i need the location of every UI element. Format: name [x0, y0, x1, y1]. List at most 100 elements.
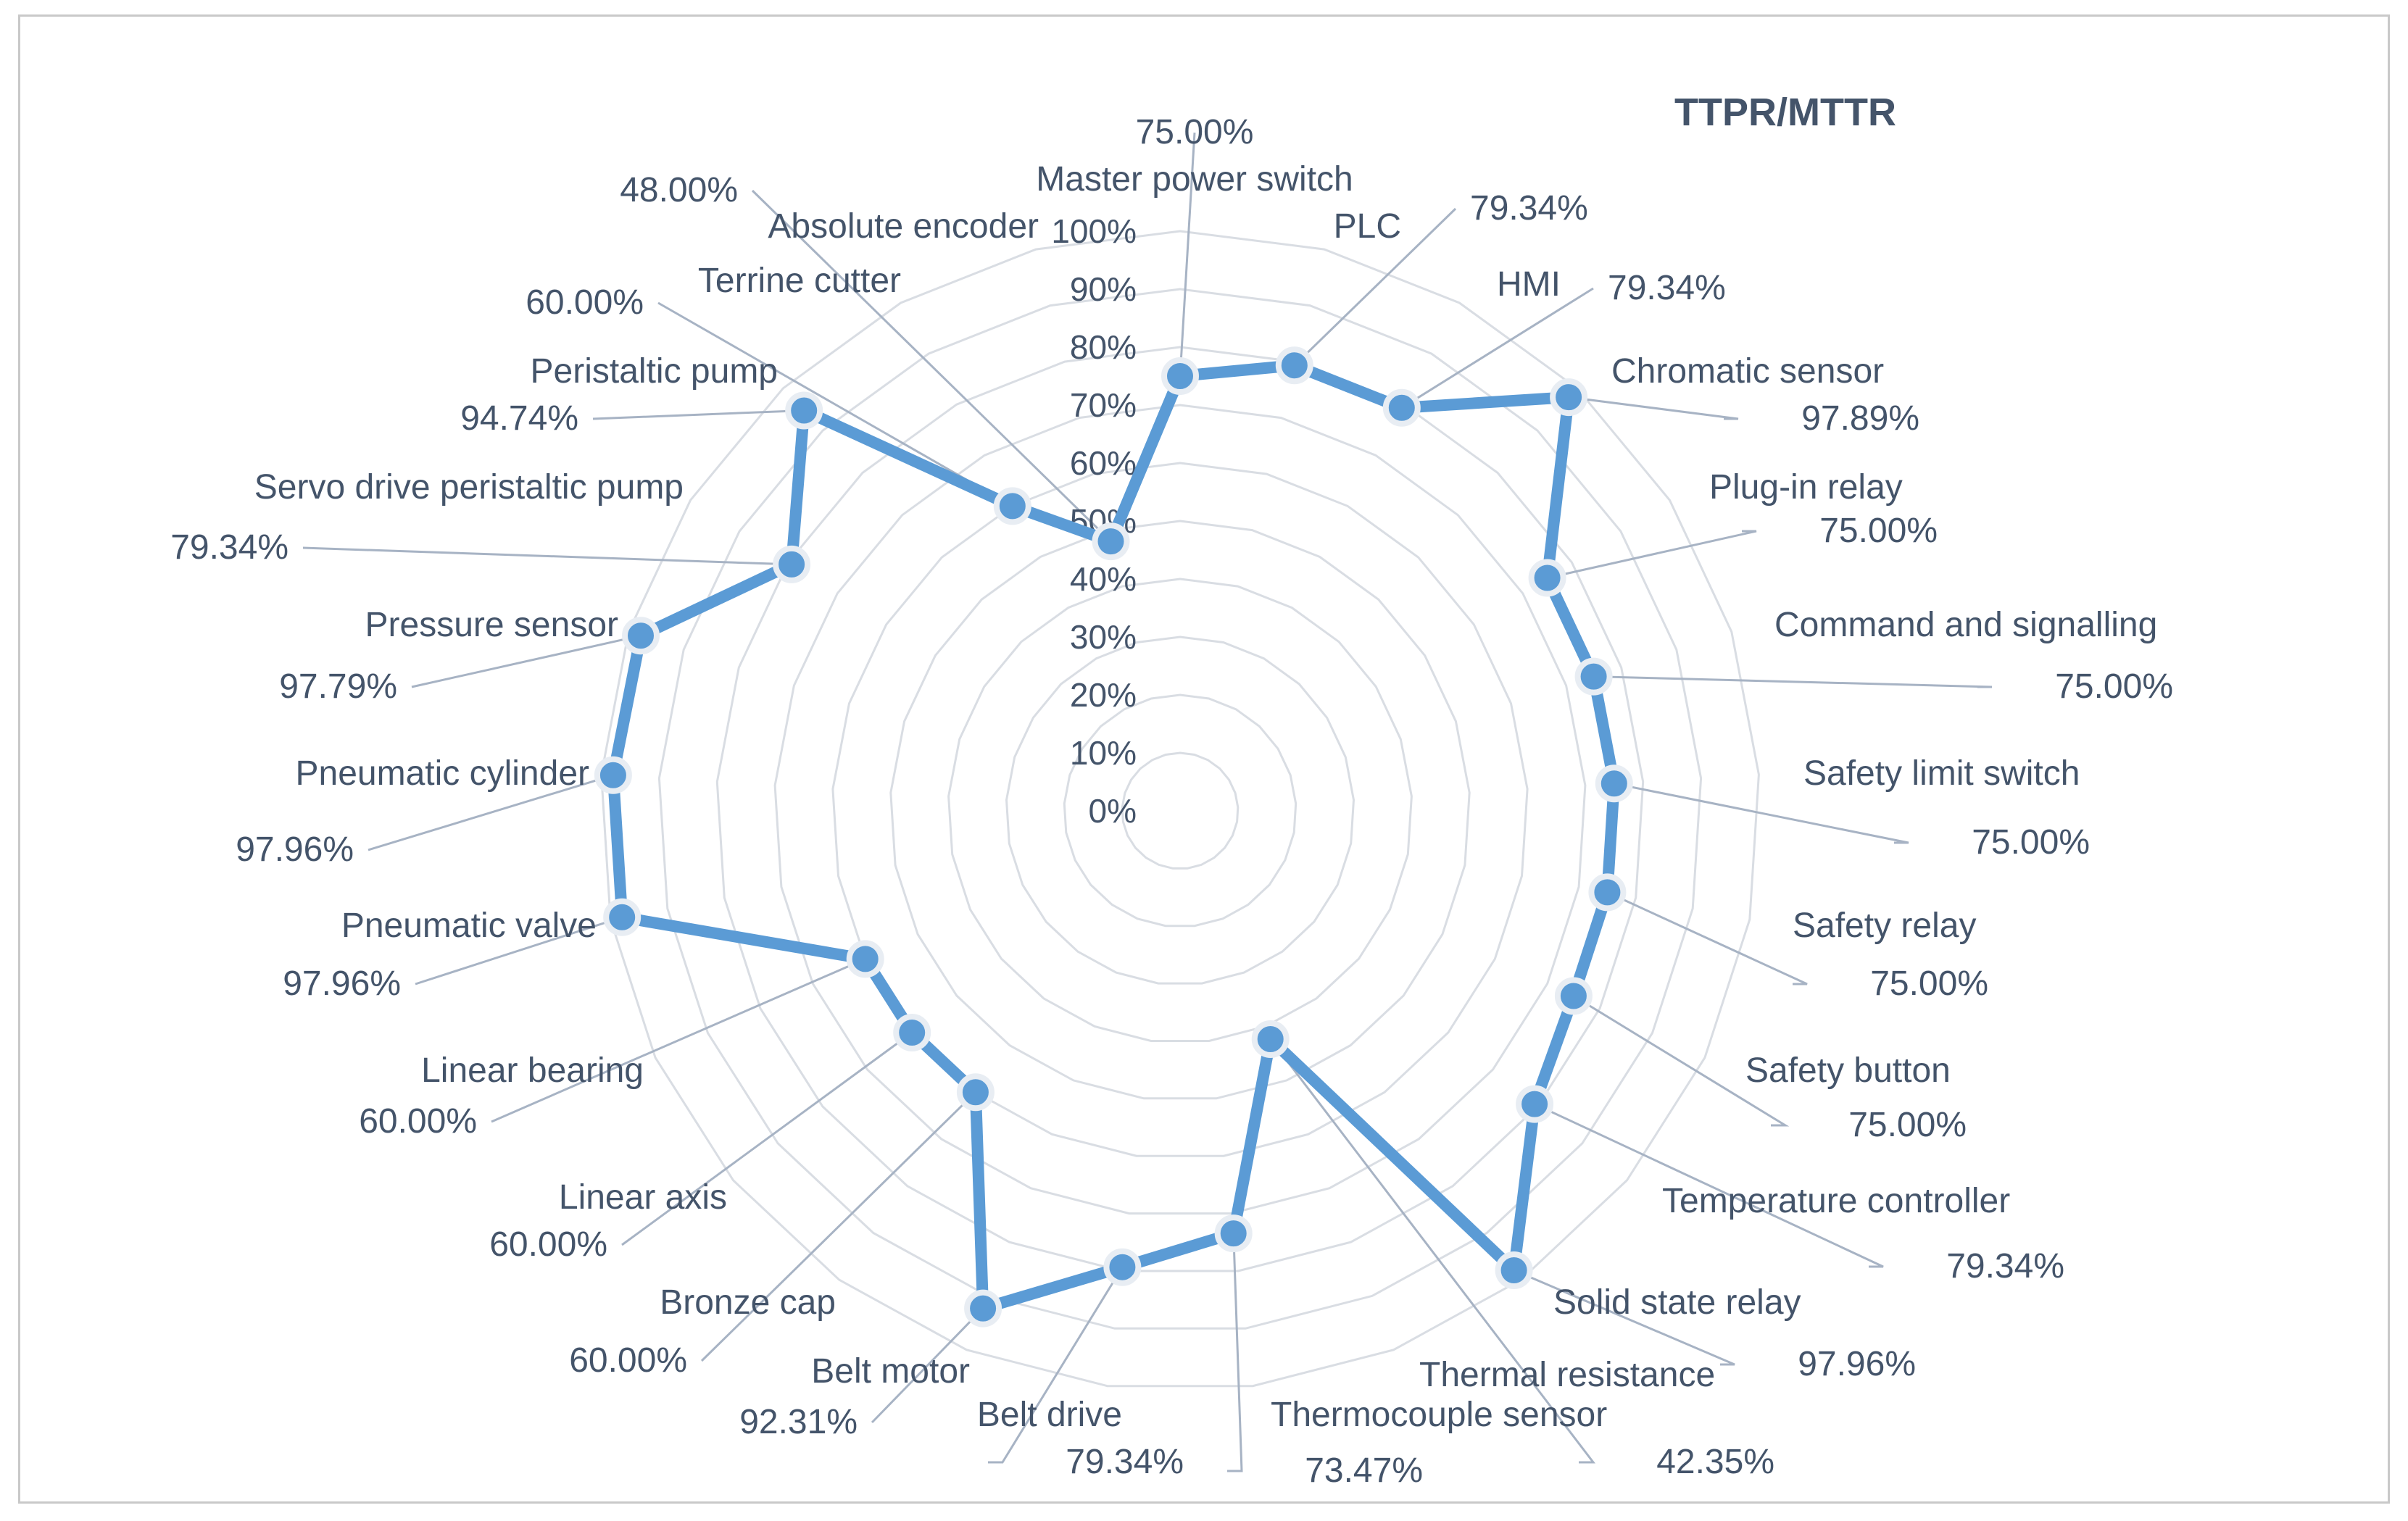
value-label: 79.34%	[170, 528, 288, 567]
category-label: Thermal resistance	[1419, 1356, 1715, 1394]
leader-line	[1293, 207, 1457, 367]
category-label: Command and signalling	[1774, 606, 2157, 644]
category-label: Plug-in relay	[1709, 468, 1903, 507]
value-label: 75.00%	[1870, 964, 1988, 1003]
category-label: PLC	[1334, 207, 1401, 246]
grid-ring	[773, 404, 1587, 1215]
leader-line	[751, 189, 1112, 543]
category-label: Temperature controller	[1662, 1182, 2010, 1220]
value-label: 48.00%	[620, 171, 738, 209]
value-label: 97.96%	[236, 830, 354, 869]
leader-line	[1568, 396, 1739, 420]
radial-axis-ticks: 0%10%20%30%40%50%60%70%80%90%100%	[1051, 212, 1137, 830]
category-label: Thermocouple sensor	[1271, 1396, 1607, 1434]
data-point	[993, 487, 1031, 525]
value-label: 60.00%	[489, 1225, 607, 1264]
leader-line	[491, 958, 866, 1123]
value-label: 92.31%	[739, 1403, 858, 1441]
tick-label: 30%	[1070, 618, 1137, 656]
chart-title: TTPR/MTTR	[1674, 91, 1896, 134]
data-point	[1092, 522, 1130, 561]
category-label: Absolute encoder	[768, 207, 1039, 246]
data-point	[1554, 977, 1593, 1015]
tick-label: 90%	[1070, 270, 1137, 308]
leader-line	[1573, 995, 1790, 1127]
value-label: 79.34%	[1470, 189, 1588, 228]
data-point	[846, 940, 884, 978]
tick-label: 0%	[1089, 792, 1137, 830]
category-label: Pressure sensor	[365, 606, 618, 644]
radar-chart: 0%10%20%30%40%50%60%70%80%90%100% Master…	[170, 91, 2173, 1490]
data-point	[964, 1289, 1002, 1328]
data-labels: Master power switch 75.00% PLC 79.34% HMI 79.…	[170, 113, 2173, 1490]
category-label: Servo drive peristaltic pump	[254, 468, 684, 507]
value-label: 75.00%	[1848, 1106, 1967, 1144]
tick-label: 10%	[1070, 734, 1137, 772]
category-label: HMI	[1497, 265, 1561, 304]
leader-line	[302, 546, 792, 566]
grid-ring	[947, 578, 1413, 1042]
category-label: Solid state relay	[1553, 1283, 1801, 1322]
data-point	[1528, 559, 1566, 597]
data-point	[893, 1014, 931, 1051]
category-label: Linear axis	[559, 1178, 727, 1217]
category-label: Bronze cap	[660, 1283, 836, 1322]
grid-ring	[600, 230, 1760, 1388]
data-point	[1495, 1251, 1533, 1289]
data-point	[1550, 378, 1588, 417]
data-point	[1103, 1248, 1142, 1286]
value-label: 94.74%	[460, 399, 578, 438]
value-label: 97.96%	[283, 964, 401, 1003]
leader-line	[1227, 1233, 1243, 1472]
value-label: 75.00%	[1819, 512, 1938, 550]
category-label: Safety button	[1745, 1051, 1951, 1090]
value-label: 60.00%	[526, 283, 644, 322]
category-label: Chromatic sensor	[1611, 352, 1884, 391]
leader-line	[1269, 1038, 1596, 1464]
data-point	[1382, 388, 1421, 427]
tick-label: 80%	[1070, 328, 1137, 366]
data-point	[594, 756, 632, 794]
value-label: 60.00%	[359, 1102, 477, 1141]
leader-line	[700, 1091, 976, 1362]
data-point	[603, 898, 642, 936]
tick-label: 40%	[1070, 560, 1137, 598]
category-label: Safety relay	[1793, 907, 1976, 945]
data-point	[1574, 657, 1613, 696]
tick-label: 60%	[1070, 444, 1137, 482]
category-label: Linear bearing	[421, 1051, 644, 1090]
leader-line	[1179, 132, 1196, 377]
leader-lines	[302, 132, 1993, 1472]
category-label: Pneumatic cylinder	[295, 754, 589, 793]
grid-ring	[889, 520, 1471, 1100]
data-point	[956, 1073, 995, 1112]
data-point	[1251, 1020, 1290, 1058]
category-label: Peristaltic pump	[531, 352, 778, 391]
leader-line	[1593, 675, 1993, 688]
value-label: 60.00%	[569, 1341, 687, 1380]
category-label: Master power switch	[1036, 160, 1353, 199]
leader-line	[871, 1307, 984, 1424]
grid-ring	[1063, 693, 1298, 928]
tick-label: 20%	[1070, 676, 1137, 714]
tick-label: 70%	[1070, 386, 1137, 424]
leader-line	[592, 409, 805, 420]
category-label: Safety limit switch	[1803, 754, 2080, 793]
data-point	[785, 391, 823, 430]
leader-line	[1606, 891, 1808, 985]
data-point	[622, 617, 660, 655]
data-point	[1516, 1085, 1554, 1123]
category-label: Terrine cutter	[698, 262, 901, 300]
grid-ring	[1121, 751, 1240, 870]
data-point	[1275, 346, 1313, 385]
tick-label: 100%	[1051, 212, 1137, 250]
category-label: Belt drive	[977, 1396, 1122, 1434]
value-label: 97.89%	[1801, 399, 1919, 438]
leader-line	[1514, 1269, 1735, 1366]
data-point	[1588, 873, 1627, 912]
data-point	[773, 545, 811, 583]
leader-line	[368, 774, 614, 851]
data-point	[1595, 764, 1633, 803]
leader-line	[1534, 1103, 1884, 1268]
leader-line	[1401, 287, 1594, 409]
